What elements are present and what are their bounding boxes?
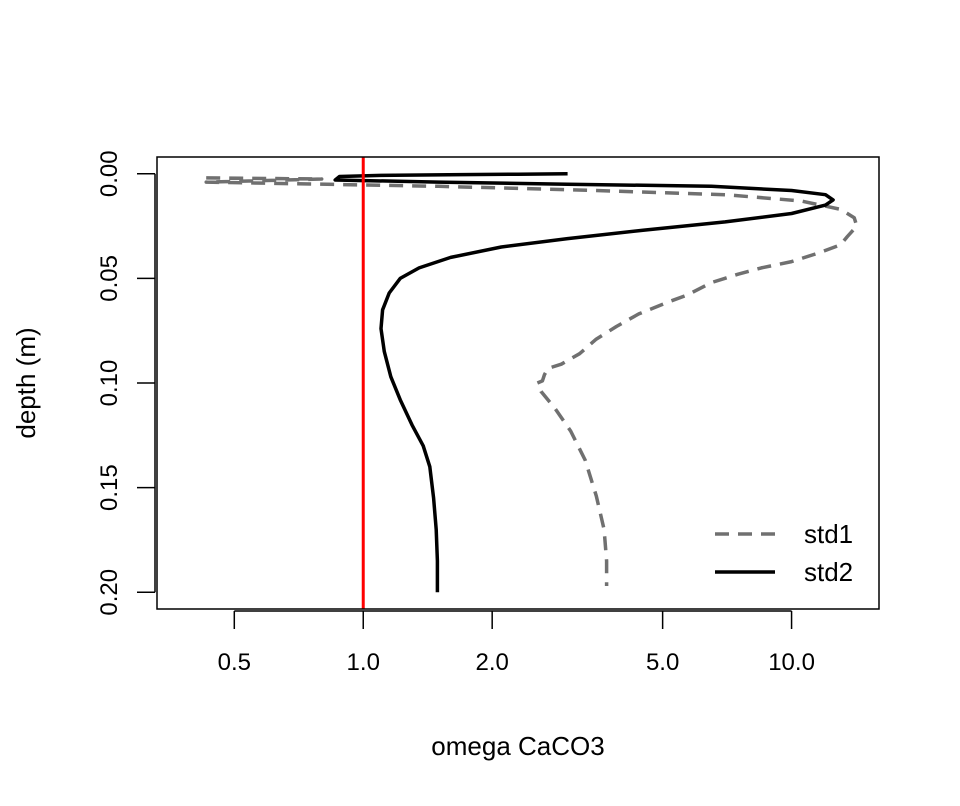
series-line-std1 [204, 176, 859, 586]
y-tick-label-0-05: 0.05 [96, 255, 123, 302]
plot-frame [156, 156, 880, 610]
series-line-std2 [333, 171, 835, 593]
x-tick-label-2-0: 2.0 [475, 649, 508, 676]
series-layer [204, 171, 859, 593]
x-tick-label-10-0: 10.0 [768, 649, 815, 676]
x-axis: 0.5 1.0 2.0 5.0 10.0 [218, 610, 815, 676]
y-tick-label-0-15: 0.15 [96, 464, 123, 511]
x-tick-label-5-0: 5.0 [646, 649, 679, 676]
y-tick-label-0-10: 0.10 [96, 360, 123, 407]
legend-label-std1: std1 [804, 519, 853, 549]
legend-box [688, 494, 879, 609]
y-tick-label-0-20: 0.20 [96, 569, 123, 616]
x-tick-label-0-5: 0.5 [218, 649, 251, 676]
y-axis: 0.00 0.05 0.10 0.15 0.20 [96, 150, 156, 616]
x-axis-title: omega CaCO3 [431, 731, 604, 761]
y-tick-label-0-00: 0.00 [96, 150, 123, 197]
legend-label-std2: std2 [804, 557, 853, 587]
legend: std1 std2 [715, 519, 853, 587]
x-tick-label-1-0: 1.0 [347, 649, 380, 676]
y-axis-title: depth (m) [11, 327, 41, 438]
